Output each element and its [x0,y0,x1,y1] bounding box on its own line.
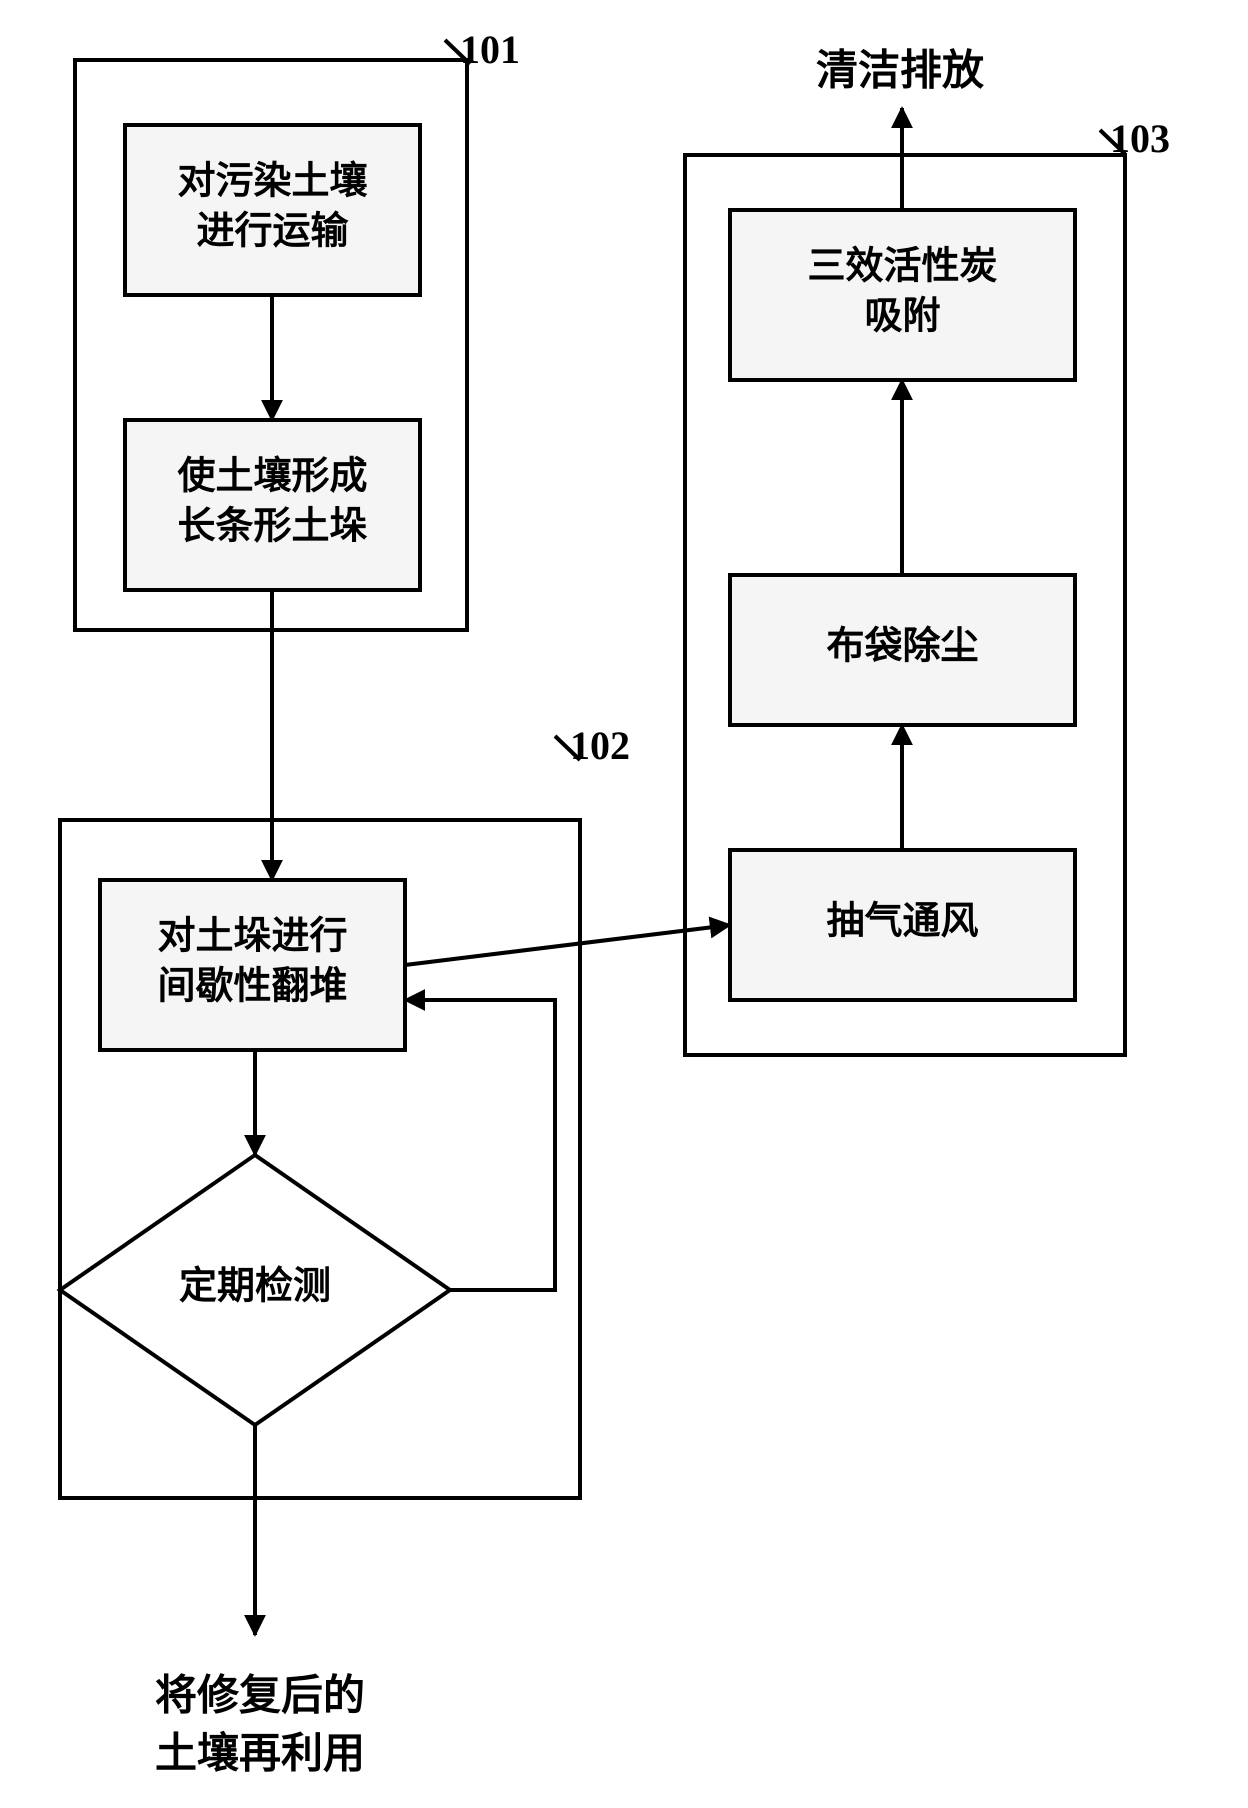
floating-text-t_clean: 清洁排放 [816,48,984,95]
node-text: 对土垛进行 [157,916,347,958]
group-label-102: 102 [570,723,630,768]
node-text: 进行运输 [196,211,349,253]
edge [405,1000,555,1290]
node-text: 定期检测 [179,1266,331,1308]
node-text: 布袋除尘 [826,625,978,668]
node-text: 三效活性炭 [807,246,997,288]
node-text: 使土壤形成 [177,455,367,498]
node-text: 抽气通风 [826,901,978,943]
floating-text-t_out: 将修复后的 [155,1673,365,1720]
node-text: 长条形土垛 [177,506,367,548]
node-text: 吸附 [864,296,940,338]
floating-text-t_out: 土壤再利用 [155,1731,365,1778]
group-label-101: 101 [460,27,520,72]
node-text: 间歇性翻堆 [157,966,347,1008]
node-text: 对污染土壤 [177,160,367,203]
edge [405,925,730,965]
group-label-103: 103 [1110,116,1170,161]
